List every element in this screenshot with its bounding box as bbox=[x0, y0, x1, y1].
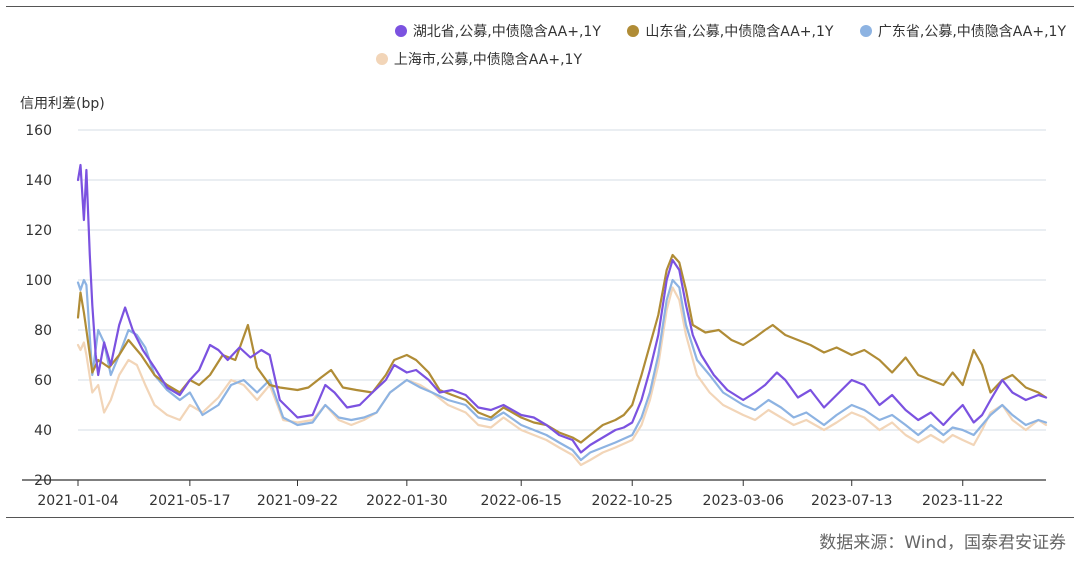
y-tick-label-120: 120 bbox=[25, 223, 52, 239]
x-tick-label-2021-05-17: 2021-05-17 bbox=[149, 493, 230, 509]
series-layer bbox=[76, 163, 1048, 467]
legend-label-shandong: 山东省,公募,中债隐含AA+,1Y bbox=[645, 24, 834, 40]
legend-item-shanghai[interactable]: 上海市,公募,中债隐含AA+,1Y bbox=[375, 46, 582, 74]
x-axis: 2021-01-04 2021-05-17 2021-09-22 2022-01-30… bbox=[22, 479, 1046, 509]
legend-swatch-shandong bbox=[627, 25, 640, 37]
y-tick-labels: 20 40 60 80 100 120 140 160 bbox=[25, 123, 52, 489]
legend-item-shandong[interactable]: 山东省,公募,中债隐含AA+,1Y bbox=[627, 18, 833, 46]
series-line-1 bbox=[76, 253, 1048, 444]
legend-swatch-hubei bbox=[394, 25, 407, 37]
y-tick-label-20: 20 bbox=[34, 473, 52, 489]
legend-label-shanghai: 上海市,公募,中债隐含AA+,1Y bbox=[393, 52, 582, 68]
x-tick-label-2023-03-06: 2023-03-06 bbox=[703, 493, 784, 509]
legend: 湖北省,公募,中债隐含AA+,1Y 山东省,公募,中债隐含AA+,1Y 广东省,… bbox=[306, 18, 1066, 74]
x-tick-label-2022-06-15: 2022-06-15 bbox=[481, 493, 562, 509]
legend-swatch-guangdong bbox=[859, 25, 872, 37]
source-note: 数据来源：Wind，国泰君安证券 bbox=[819, 533, 1066, 553]
series-line-3 bbox=[76, 286, 1048, 467]
x-tick-label-2021-01-04: 2021-01-04 bbox=[37, 493, 118, 509]
legend-label-hubei: 湖北省,公募,中债隐含AA+,1Y bbox=[412, 24, 601, 40]
series-line-0 bbox=[76, 163, 1048, 454]
y-tick-label-40: 40 bbox=[34, 423, 52, 439]
series-line-2 bbox=[76, 278, 1048, 462]
legend-label-guangdong: 广东省,公募,中债隐含AA+,1Y bbox=[877, 24, 1066, 40]
legend-swatch-shanghai bbox=[375, 53, 388, 65]
gridlines bbox=[78, 129, 1046, 431]
bottom-rule bbox=[6, 517, 1074, 518]
y-tick-label-160: 160 bbox=[25, 123, 52, 139]
y-tick-label-60: 60 bbox=[34, 373, 52, 389]
credit-spread-chart: 20 40 60 80 100 120 140 160 2021-01-04 2021-05-1… bbox=[22, 123, 1048, 509]
legend-item-hubei[interactable]: 湖北省,公募,中债隐含AA+,1Y bbox=[394, 18, 601, 46]
legend-item-guangdong[interactable]: 广东省,公募,中债隐含AA+,1Y bbox=[859, 18, 1066, 46]
y-tick-label-80: 80 bbox=[34, 323, 52, 339]
x-tick-label-2021-09-22: 2021-09-22 bbox=[257, 493, 338, 509]
y-tick-label-100: 100 bbox=[25, 273, 52, 289]
x-tick-label-2022-10-25: 2022-10-25 bbox=[592, 493, 673, 509]
top-rule bbox=[6, 6, 1074, 7]
x-tick-label-2023-07-13: 2023-07-13 bbox=[811, 493, 892, 509]
y-axis-title: 信用利差(bp) bbox=[20, 96, 105, 112]
x-tick-label-2023-11-22: 2023-11-22 bbox=[922, 493, 1003, 509]
y-tick-label-140: 140 bbox=[25, 173, 52, 189]
x-tick-label-2022-01-30: 2022-01-30 bbox=[366, 493, 447, 509]
